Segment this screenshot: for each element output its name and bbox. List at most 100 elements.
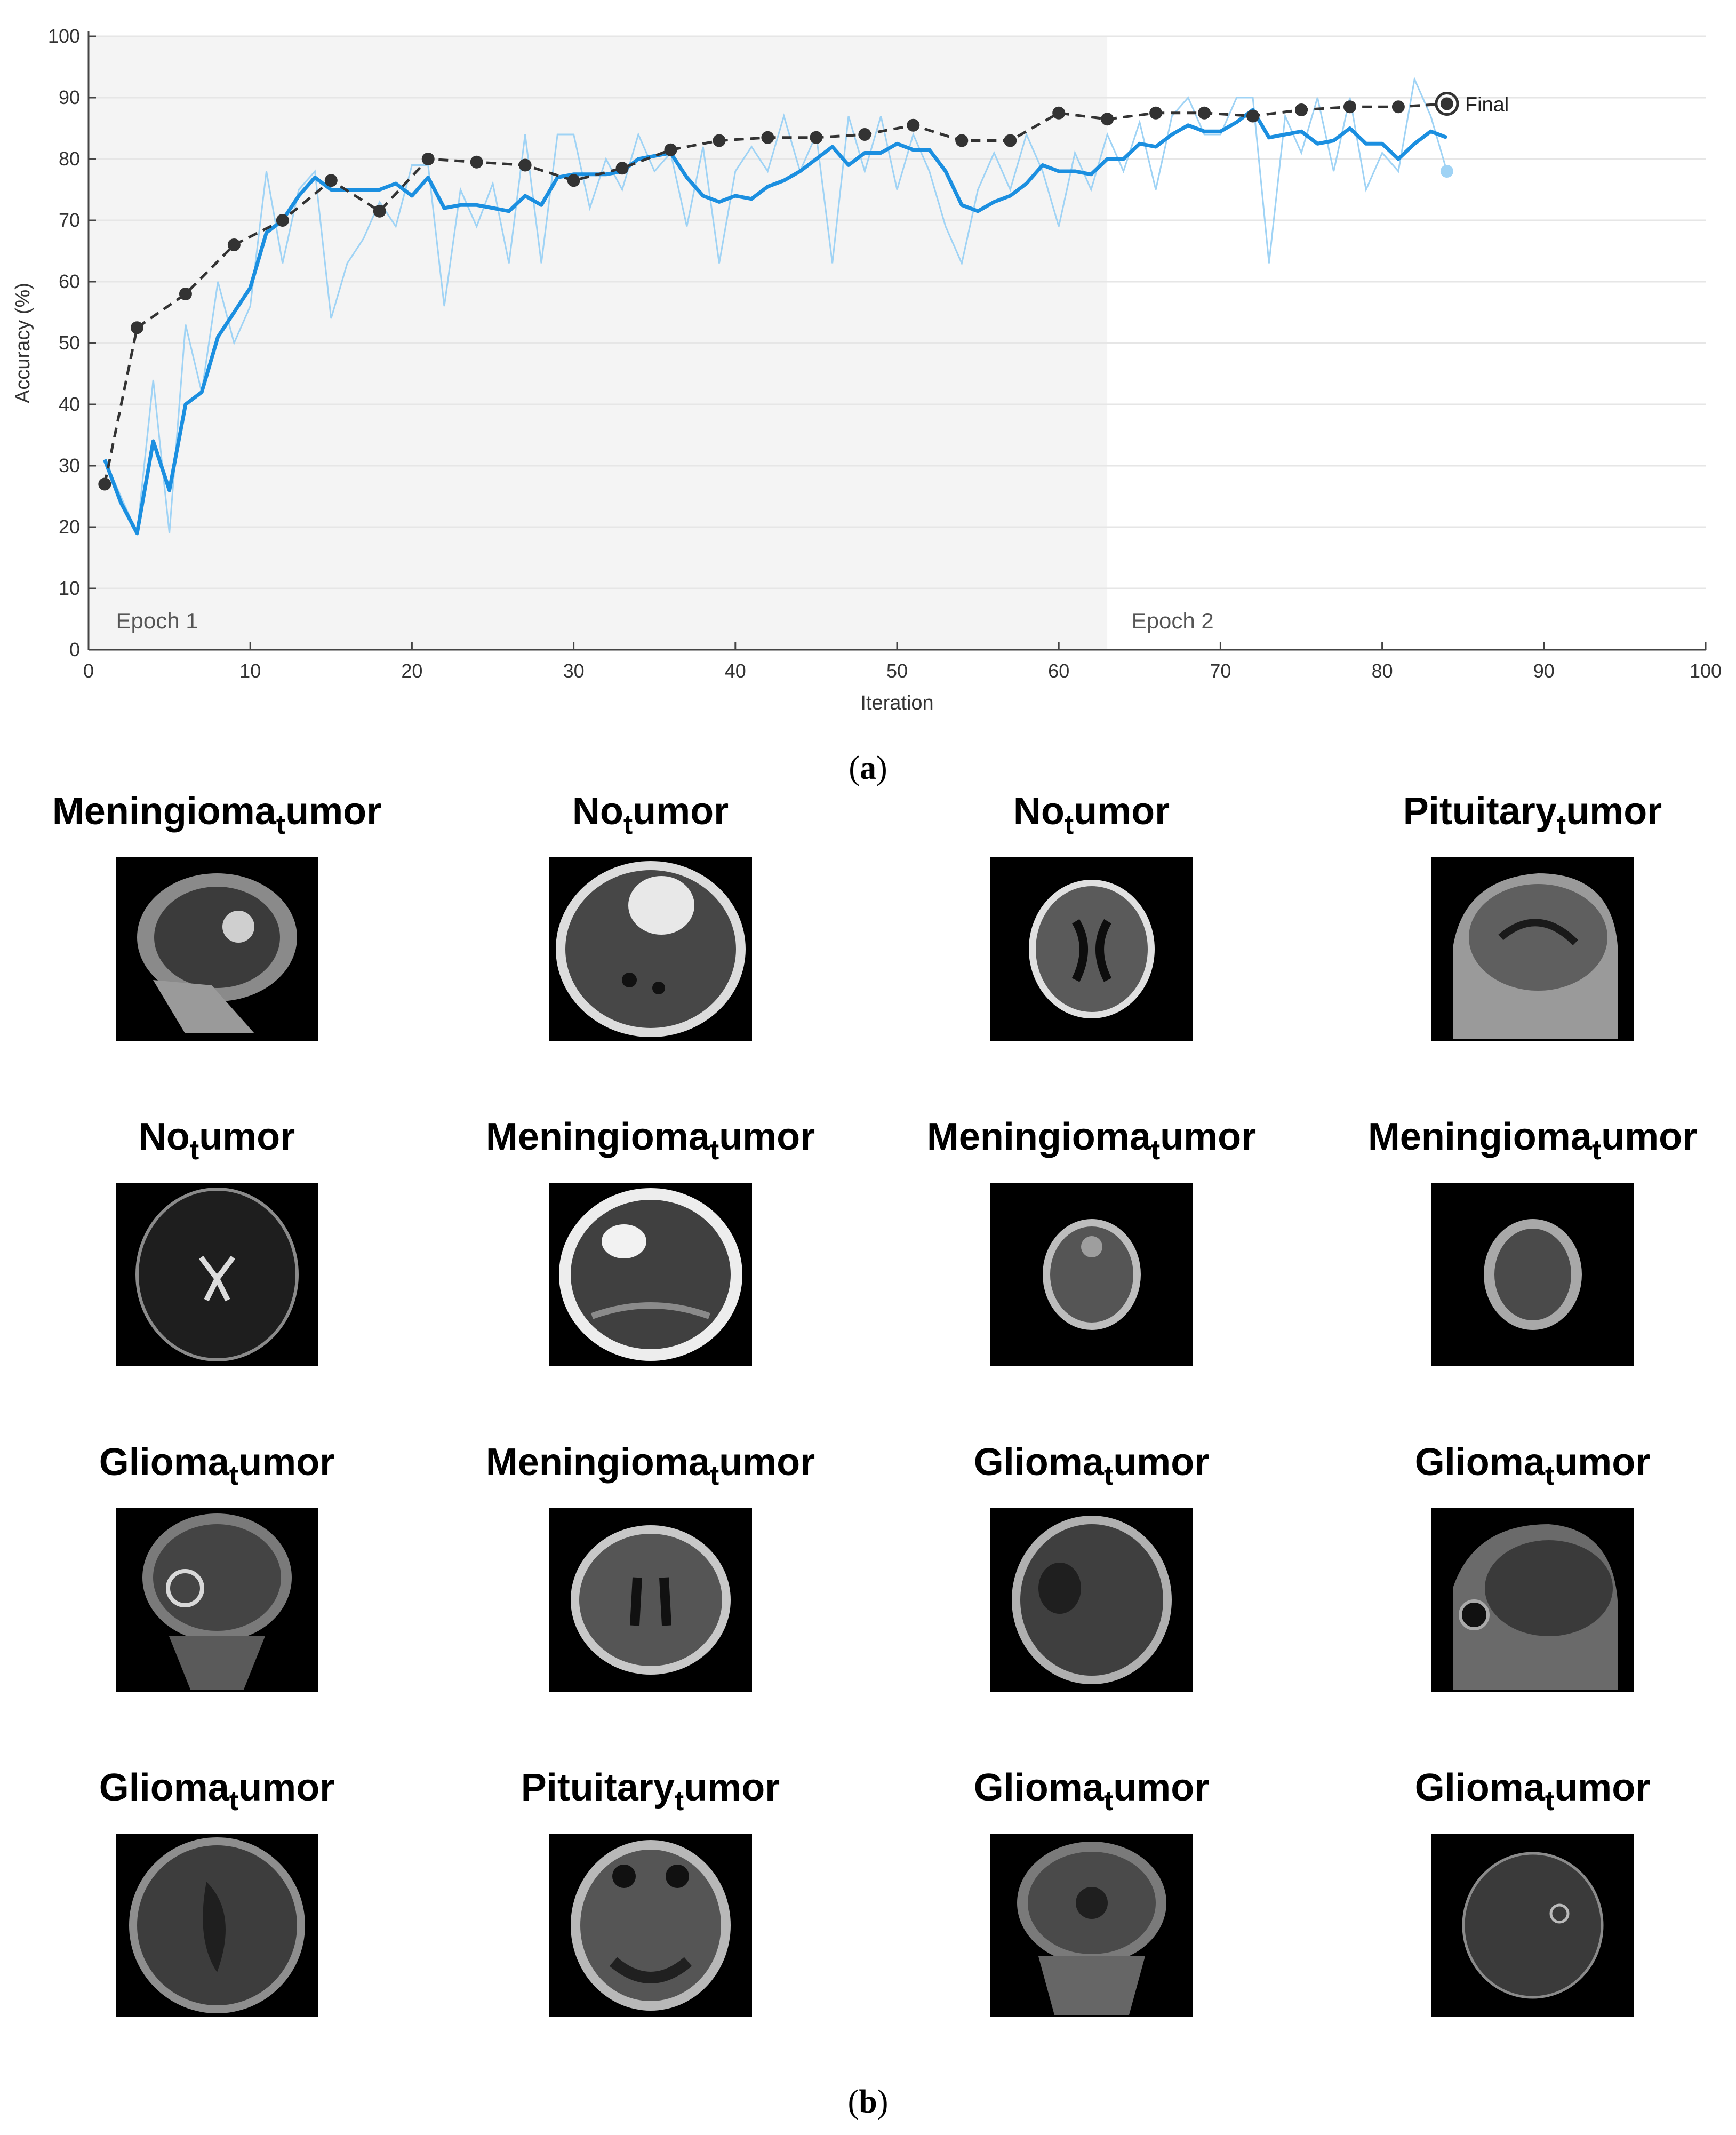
title-subscript: t — [623, 809, 633, 841]
mri-sample-title: Meningiomatumor — [434, 1115, 867, 1164]
mri-sample-cell: Gliomatumor — [0, 1440, 434, 1766]
title-subscript: t — [709, 1135, 719, 1166]
mri-sample-title: Gliomatumor — [1316, 1766, 1736, 1815]
mri-scan-image — [990, 1508, 1193, 1692]
mri-sample-grid: Meningiomatumor Notumor Notumor Pituitarytu… — [0, 790, 1736, 2059]
x-tick-label: 0 — [83, 660, 94, 682]
mri-scan-graphic — [1462, 1852, 1603, 1999]
mri-sample-title: Meningiomatumor — [1316, 1115, 1736, 1164]
mri-sample-title: Notumor — [434, 790, 867, 839]
x-tick-label: 70 — [1210, 660, 1231, 682]
validation-point — [1101, 113, 1114, 126]
validation-point — [1391, 100, 1405, 114]
x-tick-label: 80 — [1372, 660, 1393, 682]
validation-point — [615, 162, 629, 175]
x-tick-label: 50 — [886, 660, 908, 682]
mri-scan-image — [115, 1183, 318, 1366]
series-line-smoothed-training — [103, 108, 1448, 535]
mri-sample-cell: Notumor — [434, 790, 867, 1115]
validation-point — [98, 477, 111, 491]
validation-point — [1004, 134, 1017, 147]
y-tick-label: 80 — [59, 148, 80, 170]
mri-scan-graphic — [570, 1840, 731, 2011]
validation-point — [567, 174, 580, 187]
x-tick-label: 100 — [1690, 660, 1722, 682]
mri-sample-title: Meningiomatumor — [434, 1440, 867, 1489]
chart-series — [98, 76, 1453, 537]
title-main: Glioma — [1414, 1766, 1545, 1809]
title-tail: umor — [199, 1116, 295, 1158]
validation-point — [1246, 109, 1260, 123]
title-subscript: t — [1556, 809, 1566, 841]
title-tail: umor — [633, 790, 729, 833]
title-tail: umor — [684, 1766, 780, 1809]
validation-point — [664, 143, 677, 156]
title-main: Meningioma — [485, 1116, 710, 1158]
title-tail: umor — [1160, 1116, 1257, 1158]
y-tick-label: 40 — [59, 393, 80, 415]
mri-sample-cell: Meningiomatumor — [0, 790, 434, 1115]
mri-scan-image — [990, 857, 1193, 1041]
mri-scan-graphic — [1017, 1842, 1166, 2015]
x-tick-label: 40 — [725, 660, 746, 682]
title-subscript: t — [229, 1460, 239, 1492]
title-subscript: t — [1103, 1460, 1114, 1492]
mri-scan-image — [1431, 857, 1634, 1041]
mri-scan-graphic — [1011, 1516, 1172, 1684]
mri-scan-graphic — [1483, 1219, 1582, 1330]
title-main: Pituitary — [521, 1766, 675, 1809]
final-marker — [1435, 92, 1459, 116]
validation-point — [810, 131, 823, 144]
y-tick-label: 90 — [59, 86, 80, 108]
mri-sample-title: Pituitarytumor — [434, 1766, 867, 1815]
title-tail: umor — [1074, 790, 1170, 833]
title-main: Glioma — [1414, 1441, 1545, 1484]
title-tail: umor — [238, 1441, 335, 1484]
title-main: Glioma — [99, 1766, 229, 1809]
mri-scan-image — [990, 1183, 1193, 1366]
y-tick-label: 10 — [59, 577, 80, 599]
title-tail: umor — [1601, 1116, 1698, 1158]
title-main: No — [138, 1116, 190, 1158]
title-subscript: t — [1103, 1786, 1114, 1817]
title-subscript: t — [1545, 1786, 1555, 1817]
mri-sample-cell: Pituitarytumor — [1316, 790, 1736, 1115]
title-tail: umor — [1113, 1766, 1210, 1809]
title-main: Meningioma — [485, 1441, 710, 1484]
validation-point — [1343, 100, 1356, 114]
mri-scan-image — [1431, 1834, 1634, 2017]
mri-scan-graphic — [1452, 873, 1618, 1039]
mri-sample-cell: Meningiomatumor — [434, 1115, 867, 1440]
title-subscript: t — [1545, 1460, 1555, 1492]
validation-point — [1052, 106, 1066, 120]
mri-sample-title: Gliomatumor — [0, 1440, 434, 1489]
title-main: No — [1013, 790, 1065, 833]
validation-point — [907, 118, 920, 132]
mri-scan-image — [115, 857, 318, 1041]
title-tail: umor — [1554, 1766, 1651, 1809]
mri-sample-title: Meningiomatumor — [875, 1115, 1308, 1164]
mri-scan-graphic — [555, 861, 746, 1037]
title-tail: umor — [1554, 1441, 1651, 1484]
mri-scan-image — [549, 1508, 752, 1692]
validation-point — [179, 288, 192, 300]
mri-scan-graphic — [1042, 1219, 1141, 1330]
mri-scan-image — [1431, 1183, 1634, 1366]
title-main: Glioma — [973, 1441, 1104, 1484]
mri-scan-image — [549, 1183, 752, 1366]
caption-a: (a) — [849, 750, 887, 786]
validation-point — [761, 131, 774, 144]
mri-scan-image — [549, 1834, 752, 2017]
validation-point — [713, 134, 726, 147]
mri-sample-title: Meningiomatumor — [0, 790, 434, 839]
validation-point — [227, 238, 241, 251]
mri-scan-image — [549, 857, 752, 1041]
training-accuracy-chart: 0 10 20 30 40 50 60 70 80 90 100 0 10 20 30 40 50 60 70 80 9… — [12, 25, 1722, 714]
validation-point — [470, 155, 483, 169]
y-tick-label: 100 — [48, 25, 80, 47]
mri-sample-cell: Meningiomatumor — [434, 1440, 867, 1766]
chart-annotations: Epoch 1 Epoch 2 Final — [116, 92, 1509, 633]
title-tail: umor — [285, 790, 382, 833]
title-subscript: t — [1064, 809, 1074, 841]
title-main: Glioma — [973, 1766, 1104, 1809]
